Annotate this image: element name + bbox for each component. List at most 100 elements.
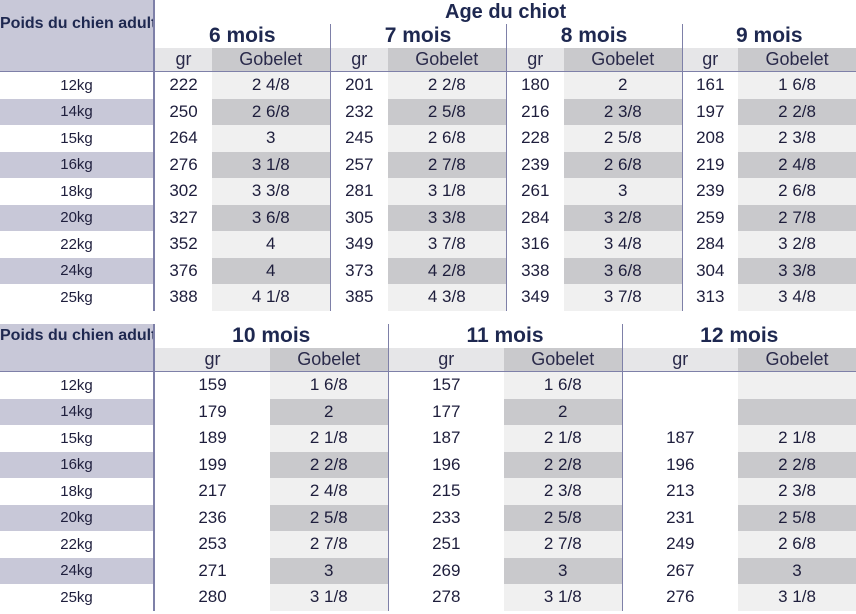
gr-value: 271 (198, 560, 227, 580)
gr-value: 159 (154, 371, 270, 399)
gr-value: 236 (198, 507, 227, 527)
table-row: 20kg 327 3 6/8 305 3 3/8 284 3 2/8 259 2 7/8 (0, 204, 856, 231)
gobelet-value: 3 (738, 557, 856, 584)
table-row: 22kg 253 2 7/8 251 2 7/8 249 2 6/8 (0, 531, 856, 558)
gobelet-value: 2 5/8 (738, 504, 856, 531)
gr-value: 257 (329, 151, 388, 178)
feeding-table-10-12-months: Poids du chien adulte 10 mois 11 mois 12… (0, 324, 856, 611)
gr-value: 305 (329, 204, 388, 231)
gobelet-value: 2 6/8 (738, 531, 856, 558)
gr-value: 239 (505, 151, 564, 178)
table-row: 15kg 189 2 1/8 187 2 1/8 187 2 1/8 (0, 425, 856, 452)
month-header: 6 mois (208, 24, 276, 47)
weight-label: 20kg (0, 504, 155, 531)
gr-value: 313 (681, 284, 738, 311)
gr-value: 231 (621, 504, 738, 531)
gr-value: 269 (387, 557, 504, 584)
gobelet-value: 2 7/8 (504, 531, 622, 558)
gr-value: 385 (329, 284, 388, 311)
table-row: 12kg 222 2 4/8 201 2 2/8 180 2 161 1 6/8 (0, 71, 856, 99)
gr-value: 349 (329, 231, 388, 258)
gr-value: 264 (169, 128, 198, 148)
gr-value: 215 (387, 478, 504, 505)
weight-label: 15kg (0, 125, 155, 152)
month-header: 10 mois (232, 324, 311, 347)
weight-label: 24kg (0, 257, 155, 284)
gr-value: 239 (681, 178, 738, 205)
weight-label: 22kg (0, 231, 155, 258)
table-row: 24kg 376 4 373 4 2/8 338 3 6/8 304 3 3/8 (0, 257, 856, 284)
gobelet-value: 2 3/8 (738, 478, 856, 505)
gr-value: 217 (198, 481, 227, 501)
gobelet-value: 2 3/8 (564, 98, 682, 125)
gobelet-header: Gobelet (212, 48, 330, 72)
gobelet-value: 3 4/8 (564, 231, 682, 258)
table-row: 18kg 302 3 3/8 281 3 1/8 261 3 239 2 6/8 (0, 178, 856, 205)
gobelet-value: 2 1/8 (504, 425, 622, 452)
gobelet-header: Gobelet (388, 48, 506, 72)
gobelet-header: Gobelet (738, 48, 856, 72)
gr-value: 316 (505, 231, 564, 258)
weight-label: 16kg (0, 151, 155, 178)
gr-value: 267 (621, 557, 738, 584)
gr-value: 352 (169, 234, 198, 254)
gobelet-value: 4 (212, 231, 330, 258)
gobelet-value: 3 6/8 (212, 204, 330, 231)
gr-value: 187 (387, 425, 504, 452)
gr-value: 161 (681, 71, 738, 99)
gobelet-value: 2 4/8 (738, 151, 856, 178)
gobelet-value: 2 (504, 398, 622, 425)
month-header: 12 mois (621, 324, 856, 348)
gr-value: 338 (505, 257, 564, 284)
table-row: 12kg 159 1 6/8 157 1 6/8 (0, 371, 856, 399)
gobelet-value: 2 5/8 (564, 125, 682, 152)
gobelet-value: 4 (212, 257, 330, 284)
gobelet-header: Gobelet (564, 48, 682, 72)
gr-value: 197 (681, 98, 738, 125)
table-row: 14kg 250 2 6/8 232 2 5/8 216 2 3/8 197 2 2/8 (0, 98, 856, 125)
gr-value: 251 (387, 531, 504, 558)
gr-header: gr (387, 348, 504, 372)
table-row: 20kg 236 2 5/8 233 2 5/8 231 2 5/8 (0, 504, 856, 531)
gr-value: 278 (387, 584, 504, 611)
gr-value: 189 (198, 428, 227, 448)
gobelet-value: 2 2/8 (738, 451, 856, 478)
weight-label: 16kg (0, 451, 155, 478)
gobelet-value: 3 7/8 (564, 284, 682, 311)
table-row: 16kg 199 2 2/8 196 2 2/8 196 2 2/8 (0, 451, 856, 478)
gr-header: gr (621, 348, 738, 372)
gr-value: 187 (621, 425, 738, 452)
gr-value: 284 (505, 204, 564, 231)
gr-value: 349 (505, 284, 564, 311)
gr-value: 157 (387, 371, 504, 399)
gobelet-value: 1 6/8 (270, 371, 388, 399)
gobelet-value: 3 1/8 (738, 584, 856, 611)
weight-label: 18kg (0, 478, 155, 505)
gr-value: 180 (505, 71, 564, 99)
month-header: 9 mois (681, 24, 856, 48)
gobelet-value: 2 3/8 (738, 125, 856, 152)
gobelet-value: 2 4/8 (270, 478, 388, 505)
gr-value: 232 (329, 98, 388, 125)
gobelet-value: 2 2/8 (388, 71, 506, 99)
gr-header: gr (154, 348, 270, 372)
gobelet-value: 4 2/8 (388, 257, 506, 284)
gr-value: 284 (681, 231, 738, 258)
gobelet-value: 3 2/8 (738, 231, 856, 258)
feeding-table-6-9-months: Poids du chien adulte Age du chiot 6 moi… (0, 0, 856, 311)
table-row: 18kg 217 2 4/8 215 2 3/8 213 2 3/8 (0, 478, 856, 505)
gobelet-value (738, 398, 856, 425)
weight-label: 20kg (0, 204, 155, 231)
gr-value: 302 (169, 181, 198, 201)
gobelet-value: 2 6/8 (564, 151, 682, 178)
gobelet-value: 1 6/8 (738, 71, 856, 99)
gr-value: 208 (681, 125, 738, 152)
gr-value: 177 (387, 398, 504, 425)
gr-value: 280 (198, 587, 227, 607)
corner-label: Poids du chien adulte (0, 324, 155, 372)
gr-value: 201 (329, 71, 388, 99)
gr-value: 213 (621, 478, 738, 505)
gobelet-value: 2 2/8 (504, 451, 622, 478)
gr-value: 245 (329, 125, 388, 152)
gobelet-value: 3 2/8 (564, 204, 682, 231)
